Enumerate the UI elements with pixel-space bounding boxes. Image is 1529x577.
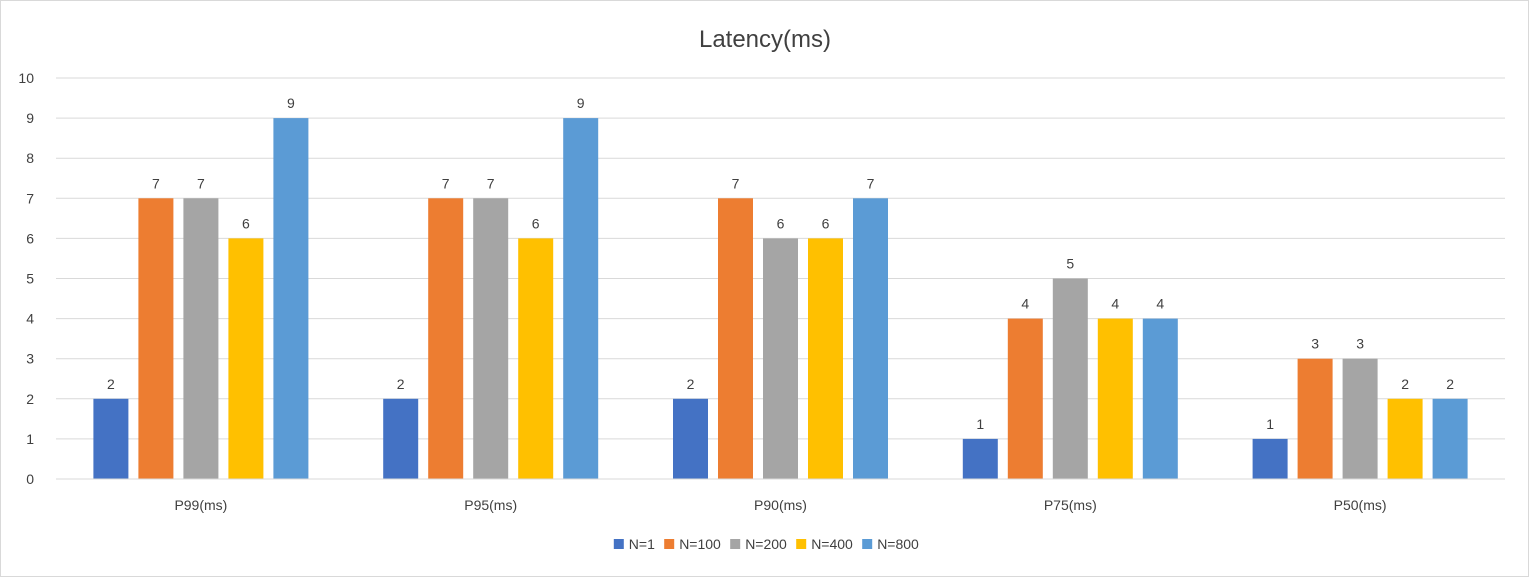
- bar: [1432, 398, 1468, 479]
- legend-label: N=200: [745, 536, 787, 552]
- data-label: 4: [1021, 296, 1029, 312]
- bar: [518, 238, 554, 479]
- data-label: 6: [777, 215, 785, 231]
- data-label: 3: [1356, 336, 1364, 352]
- y-tick-label: 9: [26, 110, 34, 126]
- bar: [853, 198, 888, 480]
- data-label: 2: [1446, 376, 1454, 392]
- bar: [228, 238, 264, 479]
- data-label: 2: [397, 376, 405, 392]
- data-label: 5: [1066, 256, 1074, 272]
- data-label: 4: [1156, 296, 1164, 312]
- y-tick-label: 3: [26, 351, 34, 367]
- data-label: 7: [152, 175, 160, 191]
- bar: [563, 118, 599, 479]
- bar: [1007, 318, 1043, 479]
- bar: [473, 198, 509, 480]
- data-label: 7: [867, 175, 875, 191]
- bar: [93, 398, 129, 479]
- y-tick-label: 1: [26, 431, 34, 447]
- data-label: 2: [687, 376, 695, 392]
- bar: [1297, 358, 1333, 479]
- y-tick-label: 2: [26, 391, 34, 407]
- data-label: 7: [442, 175, 450, 191]
- x-category-label: P75(ms): [1044, 497, 1097, 513]
- legend-label: N=400: [811, 536, 853, 552]
- bar: [808, 238, 843, 479]
- legend-swatch: [730, 539, 741, 549]
- legend-label: N=100: [679, 536, 721, 552]
- data-label: 3: [1311, 336, 1319, 352]
- y-tick-label: 4: [26, 311, 34, 327]
- data-label: 7: [197, 175, 205, 191]
- y-tick-label: 8: [26, 150, 34, 166]
- data-label: 7: [487, 175, 495, 191]
- y-tick-label: 5: [26, 271, 34, 287]
- chart-title: Latency(ms): [699, 26, 831, 53]
- bar: [1342, 358, 1378, 479]
- x-category-label: P90(ms): [754, 497, 807, 513]
- legend: N=1 N=100 N=200 N=400 N=800: [613, 536, 919, 552]
- bar: [383, 398, 419, 479]
- data-label: 2: [107, 376, 115, 392]
- y-tick-label: 10: [18, 70, 34, 86]
- bar: [183, 198, 219, 480]
- data-label: 9: [577, 95, 585, 111]
- bar: [428, 198, 464, 480]
- bar: [1387, 398, 1423, 479]
- bar: [1142, 318, 1178, 479]
- x-category-label: P99(ms): [174, 497, 227, 513]
- data-label: 6: [242, 215, 250, 231]
- data-label: 2: [1401, 376, 1409, 392]
- legend-swatch: [862, 539, 873, 549]
- y-axis-ticks: 0 1 2 3 4 5 6 7 8 9 10: [18, 70, 34, 487]
- y-tick-label: 6: [26, 230, 34, 246]
- x-axis-categories: P99(ms) P95(ms) P90(ms) P75(ms) P50(ms): [174, 497, 1386, 513]
- y-tick-label: 7: [26, 190, 34, 206]
- legend-label: N=800: [877, 536, 919, 552]
- bar: [1097, 318, 1133, 479]
- data-label: 7: [732, 175, 740, 191]
- data-labels: 2 7 7 6 9 2 7 7 6 9 2 7 6 6 7 1 4 5 4 4 1 3 3 2 2: [107, 95, 1454, 432]
- bar: [718, 198, 753, 480]
- bar: [763, 238, 798, 479]
- bar: [138, 198, 174, 480]
- x-category-label: P95(ms): [464, 497, 517, 513]
- data-label: 4: [1111, 296, 1119, 312]
- legend-swatch: [613, 539, 624, 549]
- bar: [673, 398, 708, 479]
- x-category-label: P50(ms): [1334, 497, 1387, 513]
- data-label: 6: [532, 215, 540, 231]
- data-label: 1: [976, 416, 984, 432]
- data-label: 9: [287, 95, 295, 111]
- bar: [1252, 438, 1288, 479]
- bar: [962, 438, 998, 479]
- data-label: 6: [822, 215, 830, 231]
- legend-swatch: [796, 539, 807, 549]
- bar: [273, 118, 309, 479]
- y-tick-label: 0: [26, 471, 34, 487]
- legend-label: N=1: [629, 536, 655, 552]
- bar: [1052, 278, 1088, 479]
- bars: [93, 118, 1468, 480]
- data-label: 1: [1266, 416, 1274, 432]
- legend-swatch: [664, 539, 675, 549]
